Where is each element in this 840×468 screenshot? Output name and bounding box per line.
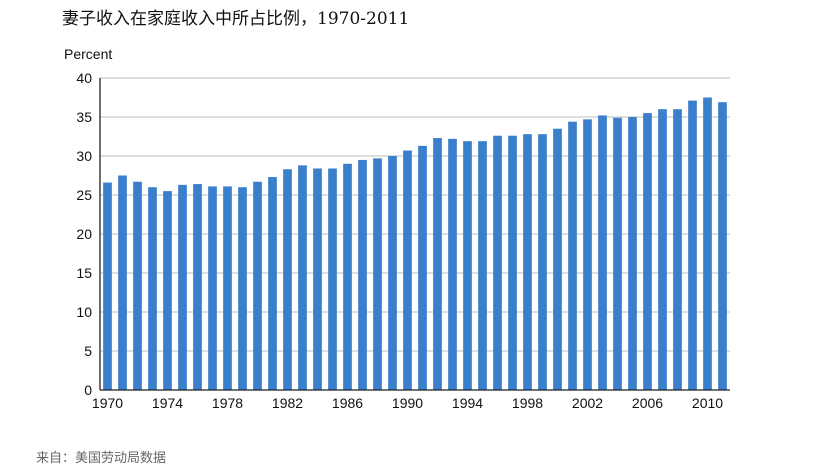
bar-2011: [718, 102, 727, 391]
bar-2009: [688, 100, 697, 391]
y-tick-label: 30: [76, 148, 92, 164]
bar-1978: [223, 186, 232, 390]
bar-1998: [523, 134, 532, 390]
bar-1980: [253, 181, 262, 390]
bar-1984: [313, 168, 322, 390]
bar-2000: [553, 128, 562, 390]
tick-labels: 0 5 10 15 20 25 30 35 40 1970 1974 1978 1982 1986 1990…: [76, 70, 723, 411]
chart-title: 妻子收入在家庭收入中所占比例，1970-2011: [62, 9, 410, 29]
y-tick-label: 0: [84, 382, 92, 398]
bar-2008: [673, 109, 682, 390]
bar-2007: [658, 109, 667, 390]
bar-1993: [448, 138, 457, 390]
bar-1974: [163, 191, 172, 390]
bar-2002: [583, 119, 592, 390]
y-tick-label: 5: [84, 343, 92, 359]
bar-1973: [148, 187, 157, 390]
x-tick-label: 1982: [272, 395, 303, 411]
y-tick-label: 15: [76, 265, 92, 281]
bar-1983: [298, 165, 307, 390]
bar-1991: [418, 145, 427, 390]
bar-1985: [328, 168, 337, 390]
x-tick-label: 2006: [632, 395, 663, 411]
bar-1976: [193, 184, 202, 390]
bar-2004: [613, 117, 622, 390]
y-tick-label: 25: [76, 187, 92, 203]
bar-2010: [703, 97, 712, 390]
y-axis-label: Percent: [64, 46, 112, 62]
x-tick-label: 2002: [572, 395, 603, 411]
bar-1999: [538, 134, 547, 390]
bar-2003: [598, 115, 607, 390]
bar-1997: [508, 135, 517, 390]
bar-1972: [133, 181, 142, 390]
x-tick-label: 2010: [692, 395, 723, 411]
x-tick-label: 1994: [452, 395, 483, 411]
bar-2001: [568, 121, 577, 391]
axes: [99, 78, 730, 391]
bar-1994: [463, 141, 472, 390]
x-tick-label: 1974: [152, 395, 183, 411]
source-note: 来自：美国劳动局数据: [36, 451, 167, 466]
bar-1970: [103, 182, 112, 390]
gridlines: [100, 77, 730, 352]
bar-1977: [208, 186, 217, 390]
bar-1989: [388, 156, 397, 390]
bar-1992: [433, 138, 442, 390]
bar-1987: [358, 159, 367, 390]
y-tick-label: 20: [76, 226, 92, 242]
bar-2005: [628, 117, 637, 390]
x-tick-label: 1998: [512, 395, 543, 411]
bar-1995: [478, 141, 487, 390]
x-tick-label: 1990: [392, 395, 423, 411]
bar-1979: [238, 187, 247, 390]
bars: [103, 97, 727, 391]
bar-1988: [373, 158, 382, 390]
y-tick-label: 40: [76, 70, 92, 86]
y-tick-label: 10: [76, 304, 92, 320]
bar-1986: [343, 163, 352, 390]
x-tick-label: 1970: [92, 395, 123, 411]
y-tick-label: 35: [76, 109, 92, 125]
bar-1996: [493, 135, 502, 390]
bar-1975: [178, 184, 187, 390]
bar-1971: [118, 175, 127, 390]
x-tick-label: 1978: [212, 395, 243, 411]
x-tick-label: 1986: [332, 395, 363, 411]
bar-1990: [403, 150, 412, 390]
bar-2006: [643, 113, 652, 390]
bar-1982: [283, 169, 292, 390]
bar-1981: [268, 177, 277, 390]
